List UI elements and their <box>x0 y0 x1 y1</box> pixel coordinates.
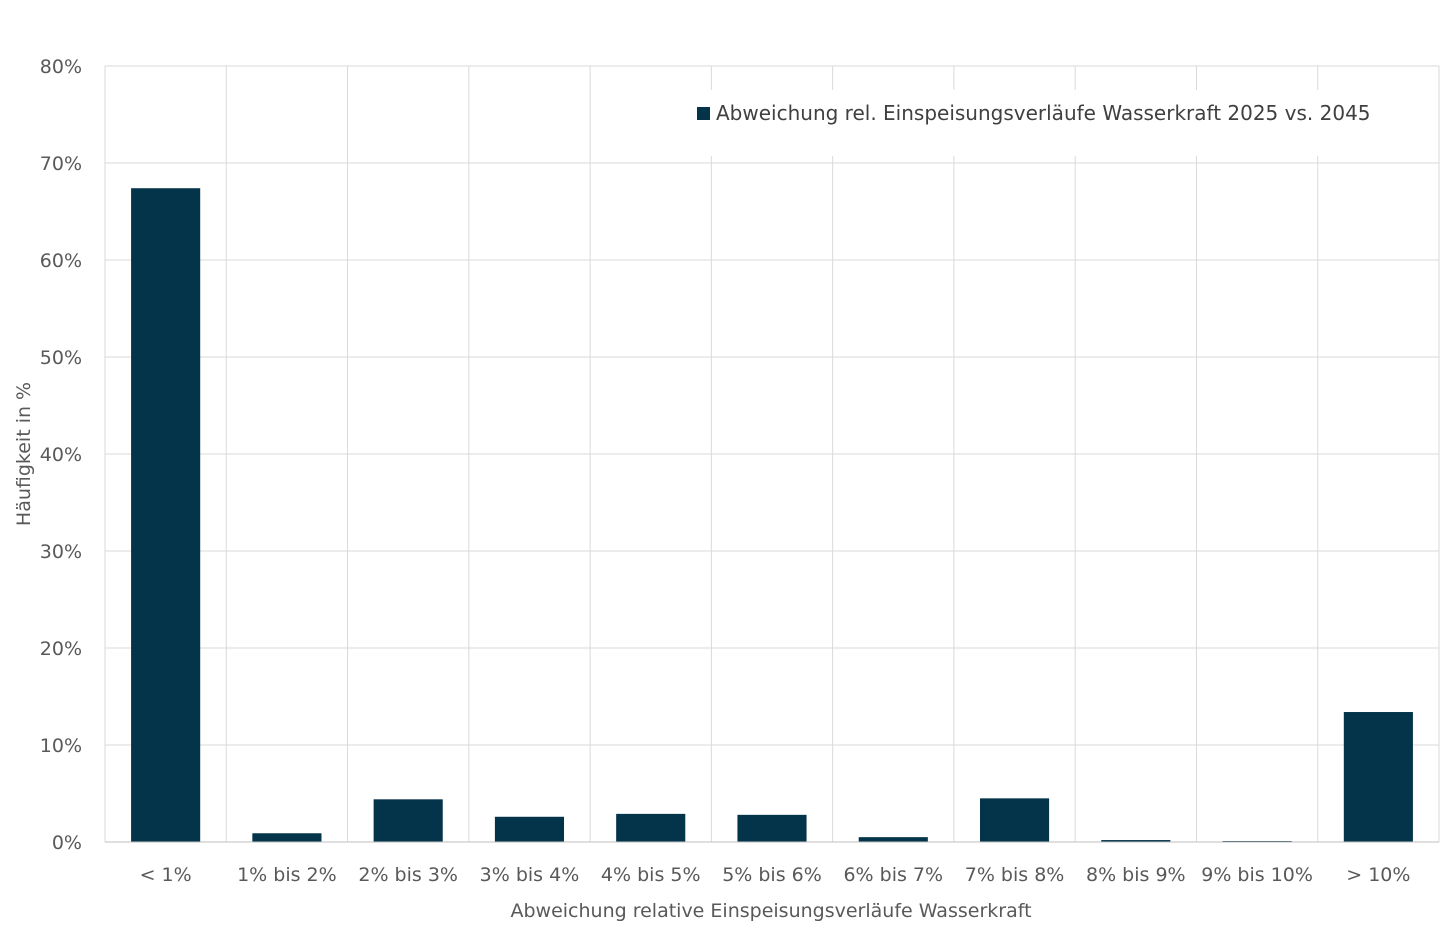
bar <box>737 814 807 842</box>
bar <box>494 816 565 842</box>
x-tick-label: 2% bis 3% <box>358 864 458 886</box>
y-tick-label: 50% <box>40 347 82 369</box>
y-tick-label: 30% <box>40 541 82 563</box>
y-tick-label: 60% <box>40 250 82 272</box>
x-tick-label: 6% bis 7% <box>843 864 943 886</box>
legend-background <box>686 90 1342 156</box>
y-tick-label: 0% <box>52 832 82 854</box>
legend-swatch <box>697 107 710 120</box>
x-tick-label: 8% bis 9% <box>1086 864 1186 886</box>
x-tick-label: < 1% <box>140 864 192 886</box>
bar <box>858 837 928 842</box>
grid-layer <box>104 65 1440 842</box>
bar <box>616 813 686 842</box>
legend: Abweichung rel. Einspeisungsverläufe Was… <box>686 90 1371 156</box>
bar <box>1343 712 1413 842</box>
x-tick-label: 1% bis 2% <box>237 864 337 886</box>
x-tick-label: > 10% <box>1346 864 1410 886</box>
axis-layer: 0% 10% 20% 30% 40% 50% 60% 70% 80% < 1% 1% bis 2% 2… <box>40 56 1439 886</box>
bar <box>373 799 443 842</box>
y-tick-label: 20% <box>40 638 82 660</box>
y-tick-label: 40% <box>40 444 82 466</box>
x-tick-label: 9% bis 10% <box>1201 864 1313 886</box>
x-tick-label: 3% bis 4% <box>480 864 580 886</box>
x-tick-label: 4% bis 5% <box>601 864 701 886</box>
x-tick-label: 5% bis 6% <box>722 864 822 886</box>
y-axis-title: Häufigkeit in % <box>13 382 35 526</box>
x-axis-title: Abweichung relative Einspeisungsverläufe… <box>510 900 1031 922</box>
x-tick-label: 7% bis 8% <box>965 864 1065 886</box>
y-tick-label: 70% <box>40 153 82 175</box>
bars-layer <box>131 188 1413 843</box>
bar <box>131 188 201 843</box>
bar <box>252 833 322 842</box>
legend-label: Abweichung rel. Einspeisungsverläufe Was… <box>716 101 1371 125</box>
y-tick-label: 10% <box>40 735 82 757</box>
y-tick-label: 80% <box>40 56 82 78</box>
bar <box>1101 840 1171 842</box>
bar <box>979 798 1050 842</box>
